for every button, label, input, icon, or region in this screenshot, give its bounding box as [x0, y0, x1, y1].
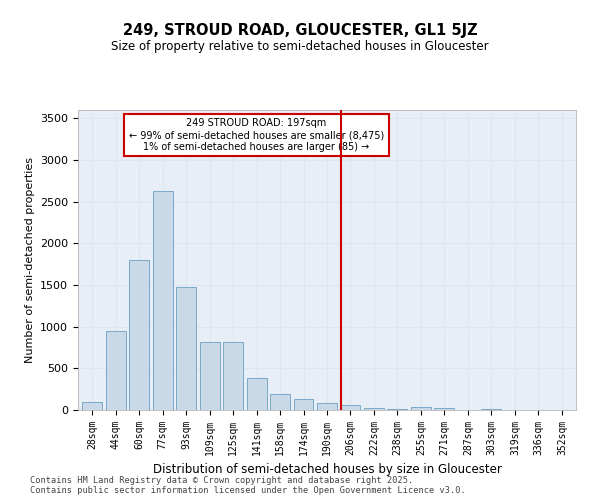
Bar — [129, 260, 149, 410]
Bar — [247, 378, 266, 410]
Text: Contains public sector information licensed under the Open Government Licence v3: Contains public sector information licen… — [30, 486, 466, 495]
Bar — [481, 409, 502, 410]
Bar — [341, 406, 361, 410]
Bar — [293, 399, 313, 410]
Text: Contains HM Land Registry data © Crown copyright and database right 2025.: Contains HM Land Registry data © Crown c… — [30, 476, 413, 485]
Text: 249 STROUD ROAD: 197sqm
← 99% of semi-detached houses are smaller (8,475)
1% of : 249 STROUD ROAD: 197sqm ← 99% of semi-de… — [129, 118, 384, 152]
Bar — [223, 342, 243, 410]
Y-axis label: Number of semi-detached properties: Number of semi-detached properties — [25, 157, 35, 363]
Bar — [388, 409, 407, 410]
Text: 249, STROUD ROAD, GLOUCESTER, GL1 5JZ: 249, STROUD ROAD, GLOUCESTER, GL1 5JZ — [122, 22, 478, 38]
X-axis label: Distribution of semi-detached houses by size in Gloucester: Distribution of semi-detached houses by … — [152, 464, 502, 476]
Bar — [82, 402, 102, 410]
Bar — [317, 403, 337, 410]
Bar — [411, 407, 431, 410]
Bar — [106, 331, 125, 410]
Bar — [176, 286, 196, 410]
Bar — [200, 342, 220, 410]
Bar — [364, 408, 384, 410]
Bar — [434, 408, 454, 410]
Bar — [152, 191, 173, 410]
Text: Size of property relative to semi-detached houses in Gloucester: Size of property relative to semi-detach… — [111, 40, 489, 53]
Bar — [270, 394, 290, 410]
